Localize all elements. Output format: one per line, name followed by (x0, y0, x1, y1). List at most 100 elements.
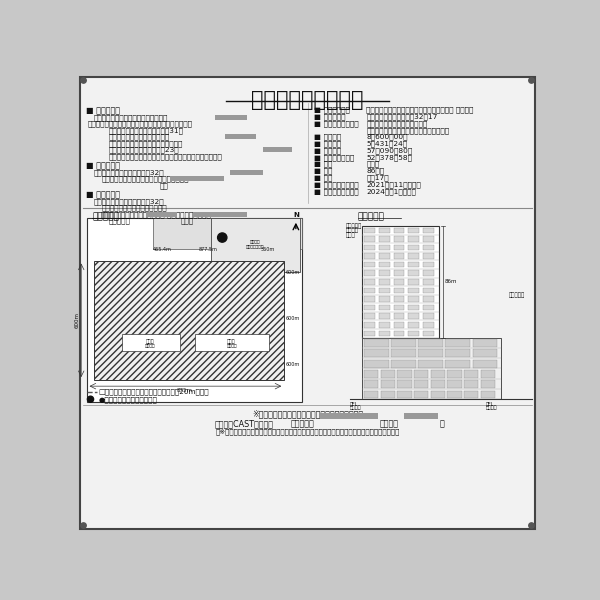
Text: ■ 建築物の主要用途: ■ 建築物の主要用途 (314, 120, 358, 127)
Bar (379, 245, 389, 250)
Bar (473, 349, 497, 358)
Bar (379, 253, 389, 259)
Text: 8，600．00㎡: 8，600．00㎡ (367, 134, 408, 140)
Text: 52，378．58㎡: 52，378．58㎡ (367, 154, 412, 161)
Bar (364, 370, 379, 378)
Bar (381, 391, 395, 398)
Text: 大阪市北区中之島４丁目32番17: 大阪市北区中之島４丁目32番17 (367, 113, 438, 120)
Bar (394, 279, 404, 284)
Bar (423, 305, 434, 310)
Text: ※この計画の詳細についてお知りになりたい方は、: ※この計画の詳細についてお知りになりたい方は、 (252, 409, 363, 418)
Bar (364, 339, 389, 347)
Text: ■ 建築面積: ■ 建築面積 (314, 140, 341, 147)
Text: 配　置　図: 配 置 図 (92, 212, 119, 221)
Bar (397, 391, 412, 398)
Bar (364, 245, 375, 250)
Bar (414, 380, 428, 388)
Text: （物販店舗・展示場・飲食店・駐車場付）: （物販店舗・展示場・飲食店・駐車場付） (367, 127, 449, 134)
Bar (408, 322, 419, 328)
Bar (423, 227, 434, 233)
Bar (379, 236, 389, 242)
Bar (364, 360, 389, 368)
Bar (445, 349, 470, 358)
Bar (379, 322, 389, 328)
Bar (397, 380, 412, 388)
Bar (364, 349, 389, 358)
Bar (481, 370, 495, 378)
Bar (170, 176, 224, 181)
Bar (408, 253, 419, 259)
Text: 2021年　11月　上旬: 2021年 11月 上旬 (367, 181, 421, 188)
Text: 大阪市中央区大手前１丁目７番31号: 大阪市中央区大手前１丁目７番31号 (109, 127, 184, 134)
Text: 株式会社大林組大阪本店　一級建築士事務所: 株式会社大林組大阪本店 一級建築士事務所 (101, 176, 189, 182)
Circle shape (88, 396, 94, 403)
Text: 電話: 電話 (181, 218, 194, 224)
Circle shape (529, 523, 534, 528)
Bar (423, 271, 434, 276)
Bar (226, 134, 256, 139)
Bar (464, 391, 478, 398)
Text: Ｙ　天端: Ｙ 天端 (346, 227, 359, 233)
Bar (464, 380, 478, 388)
Bar (414, 370, 428, 378)
Bar (464, 370, 478, 378)
Bar (152, 218, 302, 249)
Text: 877.5m: 877.5m (199, 247, 218, 252)
Bar (404, 413, 439, 419)
Bar (146, 212, 178, 217)
Text: 86m: 86m (445, 280, 457, 284)
Text: 地上17階: 地上17階 (367, 175, 389, 181)
Bar (230, 170, 263, 175)
Bar (394, 227, 404, 233)
Bar (364, 305, 375, 310)
Bar (379, 296, 389, 302)
Text: 875m: 875m (177, 388, 193, 392)
Bar (408, 245, 419, 250)
Bar (408, 227, 419, 233)
Bar (379, 271, 389, 276)
Bar (473, 360, 497, 368)
Bar (408, 313, 419, 319)
Bar (423, 322, 434, 328)
Text: ■ 工事施工者: ■ 工事施工者 (86, 191, 120, 200)
Text: 大阪市北区中之島３丁目３番23号: 大阪市北区中之島３丁目３番23号 (109, 146, 180, 153)
Bar (448, 391, 462, 398)
Bar (364, 313, 375, 319)
Text: ■ 構造: ■ 構造 (314, 161, 332, 167)
Text: （担当：: （担当： (380, 419, 398, 428)
Text: 600m: 600m (286, 316, 300, 321)
Text: 電話: 電話 (160, 182, 168, 189)
Text: N: N (293, 212, 299, 218)
Text: 大林組・フジタ　建設共同企業体: 大林組・フジタ 建設共同企業体 (101, 205, 167, 211)
Bar (121, 334, 179, 351)
Bar (448, 370, 462, 378)
Bar (445, 360, 470, 368)
Bar (211, 218, 300, 272)
Text: □・・・部分は、基盤部分を示す（高あ20m以下）: □・・・部分は、基盤部分を示す（高あ20m以下） (98, 388, 209, 395)
Text: 2024年　1月　中旬: 2024年 1月 中旬 (367, 188, 416, 194)
Bar (423, 253, 434, 259)
Bar (473, 339, 497, 347)
Text: 600m: 600m (74, 312, 80, 328)
Text: ■ 高さ: ■ 高さ (314, 167, 332, 174)
Bar (379, 313, 389, 319)
Text: ■ 階数: ■ 階数 (314, 175, 332, 181)
Bar (423, 313, 434, 319)
Bar (195, 334, 269, 351)
Text: ●・・・建築設置位置を示す: ●・・・建築設置位置を示す (98, 396, 157, 403)
Circle shape (218, 233, 227, 242)
Text: 57，090．80㎡: 57，090．80㎡ (367, 148, 413, 154)
Bar (408, 305, 419, 310)
Text: ■ 建　築　主: ■ 建 築 主 (86, 107, 120, 116)
Text: ）: ） (440, 419, 445, 428)
Bar (394, 331, 404, 336)
Bar (408, 279, 419, 284)
Bar (364, 253, 375, 259)
Text: 5，431．24㎡: 5，431．24㎡ (367, 140, 407, 147)
Text: ■ 敷地の位置: ■ 敷地の位置 (314, 113, 345, 120)
Text: 電話番号：: 電話番号： (290, 419, 314, 428)
Text: 建　築: 建 築 (227, 339, 236, 344)
Bar (423, 331, 434, 336)
Bar (391, 339, 416, 347)
Bar (362, 338, 501, 399)
